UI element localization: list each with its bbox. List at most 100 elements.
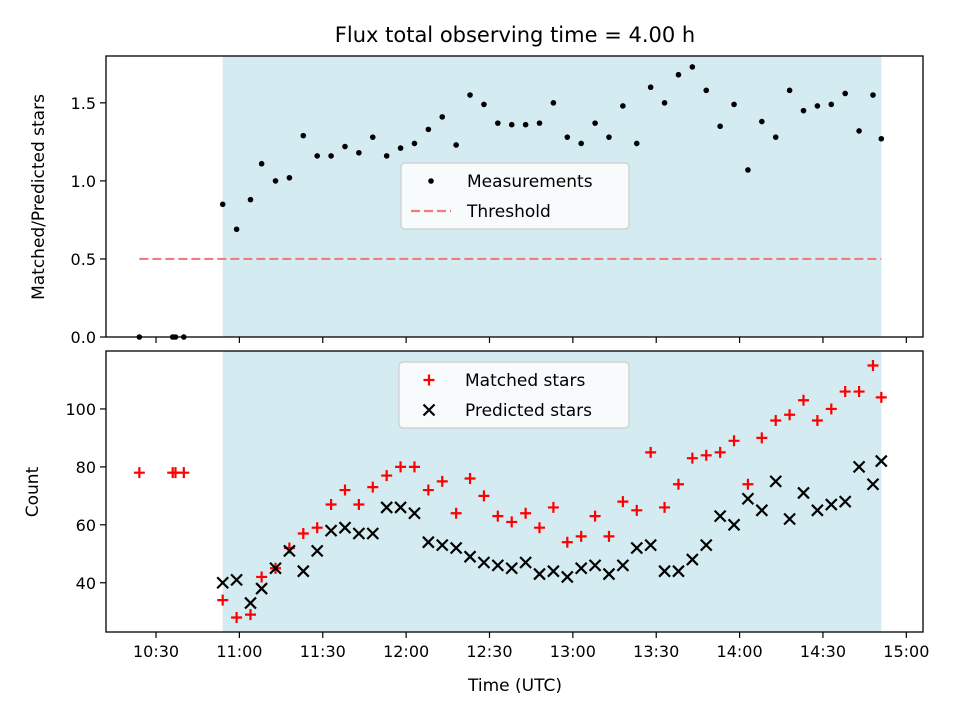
matched-stars-point xyxy=(589,510,601,522)
matched-stars-point xyxy=(742,478,754,490)
measurement-point xyxy=(383,153,390,159)
predicted-stars-point xyxy=(825,498,838,511)
legend-marker-predicted xyxy=(422,403,436,417)
matched-stars-point xyxy=(714,446,726,458)
predicted-stars-point xyxy=(630,541,644,555)
measurement-point xyxy=(675,71,682,78)
x-tick-label: 12:30 xyxy=(466,642,512,661)
measurement-point xyxy=(717,123,723,130)
matched-stars-point xyxy=(217,594,229,606)
measurement-point xyxy=(356,149,362,156)
measurement-point xyxy=(745,167,751,173)
predicted-stars-point xyxy=(449,541,463,555)
measurement-point xyxy=(328,153,334,159)
x-tick-label: 11:00 xyxy=(216,642,262,661)
matched-stars-point xyxy=(798,394,810,406)
predicted-stars-point xyxy=(366,527,380,540)
y-tick-label: 1.0 xyxy=(71,172,96,191)
matched-stars-point xyxy=(867,359,879,371)
x-tick-label: 13:30 xyxy=(633,642,679,661)
x-tick-label: 14:00 xyxy=(717,642,763,661)
measurement-point xyxy=(467,92,473,98)
predicted-stars-point xyxy=(755,504,769,517)
measurement-point xyxy=(550,100,557,106)
matched-stars-point xyxy=(178,467,190,479)
measurement-point xyxy=(856,128,862,134)
predicted-stars-point xyxy=(491,559,505,572)
predicted-stars-point xyxy=(380,501,393,514)
predicted-stars-point xyxy=(699,538,713,552)
measurement-point xyxy=(647,84,654,91)
matched-stars-point xyxy=(381,470,393,482)
predicted-stars-point xyxy=(783,512,796,526)
predicted-stars-point xyxy=(297,564,310,578)
matched-stars-point xyxy=(422,484,434,496)
measurement-point xyxy=(411,140,418,147)
top-panel: 0.0 0.5 1.0 1.5 Measurements Threshold xyxy=(71,55,924,347)
predicted-stars-point xyxy=(866,477,880,491)
predicted-stars-point xyxy=(811,504,824,517)
matched-stars-point xyxy=(659,501,671,513)
predicted-stars-point xyxy=(505,561,518,575)
predicted-stars-point xyxy=(477,556,491,569)
predicted-stars-point xyxy=(658,564,671,578)
measurement-point xyxy=(286,174,293,181)
measurement-point xyxy=(233,226,240,233)
measurement-point xyxy=(786,87,793,94)
y-tick-label: 0.5 xyxy=(71,250,96,269)
matched-stars-point xyxy=(520,507,532,519)
matched-stars-point xyxy=(825,403,837,415)
matched-stars-point xyxy=(478,490,490,502)
matched-stars-point xyxy=(353,499,365,511)
measurement-point xyxy=(842,90,848,97)
predicted-stars-point xyxy=(408,506,421,520)
matched-stars-point xyxy=(700,449,712,461)
predicted-stars-point xyxy=(310,544,324,558)
measurement-point xyxy=(300,132,307,139)
matched-stars-point xyxy=(297,528,309,540)
axes-frame xyxy=(105,55,924,338)
legend-label: Measurements xyxy=(467,172,593,192)
matched-stars-point xyxy=(561,536,573,548)
matched-stars-point xyxy=(395,461,407,473)
predicted-stars-point xyxy=(741,492,755,506)
legend-box xyxy=(400,162,630,230)
x-tick-label: 15:00 xyxy=(883,642,929,661)
bottom-xlabel: Time (UTC) xyxy=(467,676,562,696)
matched-stars-point xyxy=(603,530,615,542)
matched-stars-point xyxy=(839,386,851,398)
matched-stars-point xyxy=(547,501,559,513)
matched-stars-point xyxy=(325,499,337,511)
measurement-point xyxy=(508,121,515,128)
measurement-point xyxy=(536,120,543,126)
top-chart-title: Flux total observing time = 4.00 h xyxy=(335,23,695,47)
predicted-stars-point xyxy=(463,550,477,563)
matched-stars-point xyxy=(231,612,243,624)
measurement-point xyxy=(620,103,626,109)
matched-stars-point xyxy=(367,481,379,493)
matched-stars-point xyxy=(492,510,504,522)
matched-stars-point xyxy=(672,478,684,490)
matched-stars-point xyxy=(686,452,698,464)
predicted-stars-point xyxy=(875,454,888,468)
measurement-point xyxy=(800,107,807,114)
matched-stars-point xyxy=(133,467,145,479)
predicted-stars-point xyxy=(533,567,546,581)
x-tick-label: 12:00 xyxy=(383,642,429,661)
predicted-stars-point xyxy=(547,564,560,578)
matched-stars-point xyxy=(408,461,420,473)
bottom-ylabel: Count xyxy=(23,466,43,517)
x-tick-label: 13:00 xyxy=(550,642,596,661)
legend-marker-matched xyxy=(423,374,435,386)
measurement-point xyxy=(495,120,501,126)
predicted-stars-point xyxy=(574,561,588,575)
matched-stars-point xyxy=(853,386,865,398)
matched-stars-point xyxy=(450,507,462,519)
matched-stars-point xyxy=(770,415,782,427)
y-tick-label: 1.5 xyxy=(71,94,96,113)
bottom-panel: 40 60 80 100 10:30 11:00 11:30 12:00 12:30 13:00 1… xyxy=(65,350,929,661)
measurement-point xyxy=(689,64,696,70)
x-tick-label: 10:30 xyxy=(133,642,179,661)
predicted-stars-point xyxy=(283,544,296,558)
